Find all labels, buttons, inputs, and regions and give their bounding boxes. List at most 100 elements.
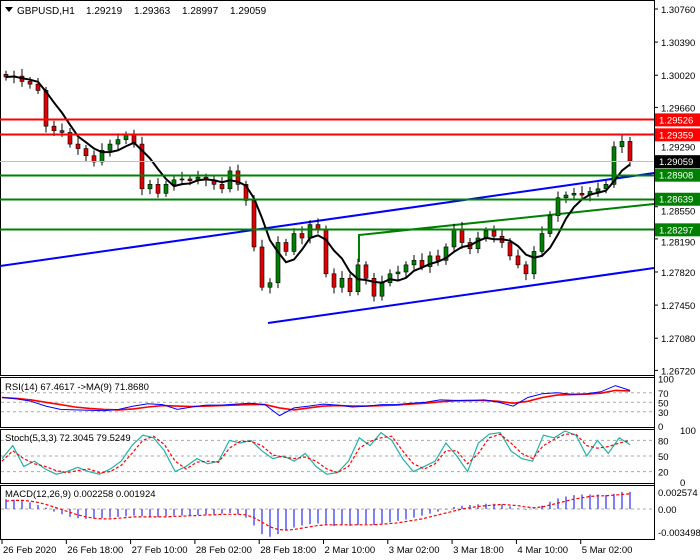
level-price-label: 1.28908 xyxy=(659,171,693,182)
price-tick-label: 1.27080 xyxy=(661,334,695,345)
candle-body xyxy=(83,148,89,157)
candle-body xyxy=(475,237,481,250)
lower-channel-line xyxy=(267,267,655,324)
triangle-down-icon[interactable] xyxy=(5,7,13,12)
candle-body xyxy=(419,260,425,267)
macd-level-label: -0.003498 xyxy=(658,528,700,539)
time-tick-label: 28 Feb 02:00 xyxy=(196,545,252,556)
candle-body xyxy=(123,134,129,140)
price-plot xyxy=(0,68,655,324)
candle-body xyxy=(283,242,289,252)
candle-body xyxy=(259,246,265,288)
level-price-tag xyxy=(655,155,700,169)
candle-body xyxy=(171,179,177,185)
candle-body xyxy=(59,130,65,133)
level-price-tag xyxy=(655,113,700,127)
time-tick-label: 3 Mar 02:00 xyxy=(389,545,440,556)
stoch-level-label: 20 xyxy=(658,468,669,479)
main-price-panel[interactable] xyxy=(0,0,655,376)
price-tick-label: 1.30020 xyxy=(661,71,695,82)
time-tick-label: 26 Feb 18:00 xyxy=(67,545,123,556)
candle-body xyxy=(443,246,449,261)
symbol-label: GBPUSD,H1 xyxy=(17,6,75,17)
price-scale: 1.30760 1.30390 1.30020 1.29660 1.29290 1.285… xyxy=(654,0,700,540)
rsi-level-label: 0 xyxy=(658,422,663,433)
macd-label: MACD(12,26,9) 0.002258 0.001924 xyxy=(5,489,156,500)
candle-body xyxy=(163,184,169,194)
candle-body xyxy=(547,215,553,234)
candle-body xyxy=(235,170,241,185)
close-value: 1.29059 xyxy=(230,6,267,17)
candle-body xyxy=(147,184,153,190)
horizontal-levels xyxy=(0,118,654,231)
candle-body xyxy=(411,260,417,266)
candle-body xyxy=(43,90,49,127)
candle-body xyxy=(395,271,401,275)
time-tick-label: 27 Feb 10:00 xyxy=(132,545,188,556)
rsi-level-label: 50 xyxy=(658,398,669,409)
candle-body xyxy=(187,178,193,182)
candle-body xyxy=(67,132,73,145)
candle-body xyxy=(179,178,185,181)
rsi-ma-line xyxy=(1,389,631,411)
candle-body xyxy=(251,200,257,248)
price-tick-label: 1.29290 xyxy=(661,142,695,153)
candle-body xyxy=(579,192,585,196)
candle-body xyxy=(427,255,433,267)
time-tick-label: 28 Feb 18:00 xyxy=(260,545,316,556)
stoch-label: Stoch(5,3,3) 72.3045 79.5249 xyxy=(5,433,131,444)
candle-body xyxy=(299,233,305,239)
price-tick-label: 1.27820 xyxy=(661,268,695,279)
rsi-level-label: 100 xyxy=(658,375,674,386)
price-tick-label: 1.29660 xyxy=(661,103,695,114)
candle-body xyxy=(115,139,121,145)
time-axis: 26 Feb 2020 26 Feb 18:00 27 Feb 10:00 28 Fe… xyxy=(1,540,632,556)
stoch-level-label: 0 xyxy=(680,478,685,489)
candle-body xyxy=(27,81,33,85)
candle-body xyxy=(267,282,273,288)
level-price-label: 1.29059 xyxy=(659,157,693,168)
time-tick-label: 3 Mar 18:00 xyxy=(453,545,504,556)
candle-body xyxy=(371,277,377,297)
macd-level-label: 0.002574 xyxy=(658,488,698,499)
price-tick-label: 1.30760 xyxy=(661,5,695,16)
high-value: 1.29363 xyxy=(134,6,171,17)
candle-body xyxy=(459,228,465,243)
rsi-level-label: 30 xyxy=(658,408,669,419)
candle-body xyxy=(331,273,337,288)
candle-body xyxy=(291,233,297,252)
candle-body xyxy=(435,255,441,261)
candle-body xyxy=(507,242,513,257)
candle-body xyxy=(515,255,521,266)
candle-body xyxy=(75,143,81,149)
candle-body xyxy=(347,277,353,292)
price-tick-label: 1.28550 xyxy=(661,207,695,218)
candle-body xyxy=(307,224,313,239)
candle-body xyxy=(403,264,409,273)
candle-body xyxy=(315,224,321,230)
low-value: 1.28997 xyxy=(182,6,219,17)
level-price-label: 1.29359 xyxy=(659,130,693,141)
candle-body xyxy=(627,141,633,162)
price-tick-label: 1.26720 xyxy=(661,366,695,377)
candle-body xyxy=(531,251,537,275)
candle-body xyxy=(51,125,57,131)
candle-body xyxy=(571,192,577,196)
price-tick-label: 1.28190 xyxy=(661,237,695,248)
level-price-tag xyxy=(655,223,700,237)
candle-body xyxy=(275,242,281,284)
candle-body xyxy=(451,228,457,248)
level-price-tag xyxy=(655,192,700,206)
price-tick-label: 1.30390 xyxy=(661,38,695,49)
level-price-tag xyxy=(655,168,700,182)
candle-body xyxy=(555,197,561,216)
rsi-line xyxy=(1,385,631,417)
macd-level-label: 0.00 xyxy=(658,505,677,516)
candle-body xyxy=(491,230,497,237)
stoch-level-label: 50 xyxy=(658,452,669,463)
price-tick-label: 1.27450 xyxy=(661,301,695,312)
candle-body xyxy=(323,228,329,275)
candle-body xyxy=(619,141,625,148)
